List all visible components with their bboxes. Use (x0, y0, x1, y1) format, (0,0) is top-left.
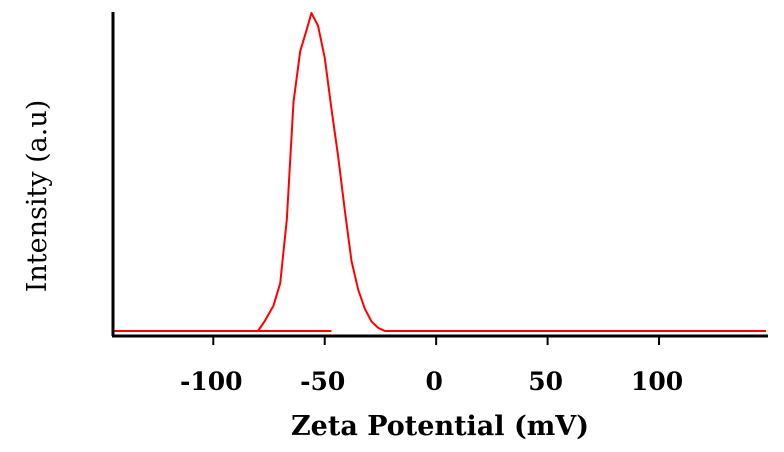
x-tick-label: 0 (425, 367, 442, 396)
x-tick-label: 100 (631, 367, 683, 396)
plot-area (113, 12, 766, 332)
x-tick-label: 50 (528, 367, 563, 396)
x-tick-label: -100 (180, 367, 243, 396)
x-axis-ticks: -100 -50 0 50 100 (180, 336, 683, 396)
x-axis-title: Zeta Potential (mV) (291, 411, 589, 442)
series-line-1 (113, 12, 766, 332)
y-axis-title: Intensity (a.u) (22, 100, 53, 293)
x-tick-label: -50 (300, 367, 345, 396)
